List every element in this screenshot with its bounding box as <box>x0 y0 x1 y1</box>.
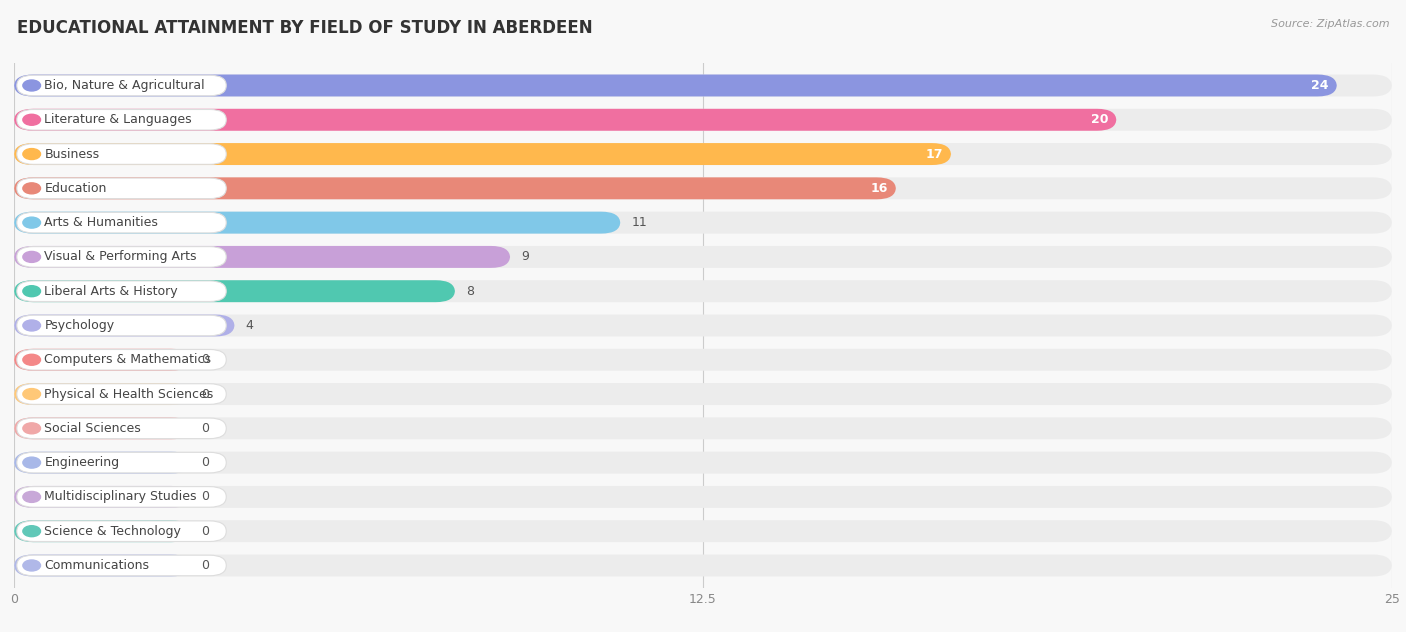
Text: Education: Education <box>45 182 107 195</box>
Text: Science & Technology: Science & Technology <box>45 525 181 538</box>
Text: 17: 17 <box>925 147 943 161</box>
Text: Communications: Communications <box>45 559 149 572</box>
FancyBboxPatch shape <box>17 384 226 404</box>
Text: Multidisciplinary Studies: Multidisciplinary Studies <box>45 490 197 504</box>
Text: Bio, Nature & Agricultural: Bio, Nature & Agricultural <box>45 79 205 92</box>
FancyBboxPatch shape <box>14 246 1392 268</box>
FancyBboxPatch shape <box>14 349 190 371</box>
FancyBboxPatch shape <box>14 554 190 576</box>
Text: Visual & Performing Arts: Visual & Performing Arts <box>45 250 197 264</box>
Circle shape <box>22 286 41 296</box>
FancyBboxPatch shape <box>17 143 226 164</box>
FancyBboxPatch shape <box>17 418 226 439</box>
Circle shape <box>22 114 41 125</box>
FancyBboxPatch shape <box>14 109 1392 131</box>
FancyBboxPatch shape <box>17 521 226 542</box>
FancyBboxPatch shape <box>14 417 190 439</box>
FancyBboxPatch shape <box>14 554 1392 576</box>
Text: Literature & Languages: Literature & Languages <box>45 113 193 126</box>
FancyBboxPatch shape <box>14 212 620 234</box>
FancyBboxPatch shape <box>14 417 1392 439</box>
FancyBboxPatch shape <box>14 75 1392 97</box>
Text: 8: 8 <box>465 284 474 298</box>
FancyBboxPatch shape <box>14 383 1392 405</box>
FancyBboxPatch shape <box>17 453 226 473</box>
FancyBboxPatch shape <box>14 315 235 336</box>
Text: 0: 0 <box>201 525 209 538</box>
Circle shape <box>22 423 41 434</box>
FancyBboxPatch shape <box>17 281 226 301</box>
Text: 0: 0 <box>201 456 209 469</box>
FancyBboxPatch shape <box>14 452 190 473</box>
FancyBboxPatch shape <box>14 143 950 165</box>
Circle shape <box>22 252 41 262</box>
FancyBboxPatch shape <box>17 487 226 507</box>
Text: Psychology: Psychology <box>45 319 114 332</box>
FancyBboxPatch shape <box>17 246 226 267</box>
Text: 16: 16 <box>870 182 887 195</box>
FancyBboxPatch shape <box>14 178 1392 199</box>
Text: Arts & Humanities: Arts & Humanities <box>45 216 159 229</box>
Text: 24: 24 <box>1310 79 1329 92</box>
Text: EDUCATIONAL ATTAINMENT BY FIELD OF STUDY IN ABERDEEN: EDUCATIONAL ATTAINMENT BY FIELD OF STUDY… <box>17 19 592 37</box>
Text: 0: 0 <box>201 490 209 504</box>
Text: 20: 20 <box>1091 113 1108 126</box>
Circle shape <box>22 457 41 468</box>
FancyBboxPatch shape <box>14 349 1392 371</box>
FancyBboxPatch shape <box>14 280 1392 302</box>
FancyBboxPatch shape <box>14 246 510 268</box>
FancyBboxPatch shape <box>14 383 190 405</box>
Text: Physical & Health Sciences: Physical & Health Sciences <box>45 387 214 401</box>
FancyBboxPatch shape <box>17 315 226 336</box>
FancyBboxPatch shape <box>14 315 1392 336</box>
Text: 9: 9 <box>522 250 529 264</box>
FancyBboxPatch shape <box>14 143 1392 165</box>
FancyBboxPatch shape <box>14 178 896 199</box>
FancyBboxPatch shape <box>14 280 456 302</box>
Circle shape <box>22 526 41 537</box>
FancyBboxPatch shape <box>17 75 226 96</box>
Text: Business: Business <box>45 147 100 161</box>
FancyBboxPatch shape <box>14 109 1116 131</box>
FancyBboxPatch shape <box>14 75 1337 97</box>
FancyBboxPatch shape <box>14 520 190 542</box>
Circle shape <box>22 560 41 571</box>
FancyBboxPatch shape <box>17 349 226 370</box>
Circle shape <box>22 149 41 159</box>
Circle shape <box>22 355 41 365</box>
FancyBboxPatch shape <box>17 178 226 198</box>
FancyBboxPatch shape <box>14 212 1392 234</box>
FancyBboxPatch shape <box>14 486 1392 508</box>
Text: 0: 0 <box>201 387 209 401</box>
Text: 11: 11 <box>631 216 647 229</box>
Circle shape <box>22 389 41 399</box>
Circle shape <box>22 492 41 502</box>
Text: Source: ZipAtlas.com: Source: ZipAtlas.com <box>1271 19 1389 29</box>
Circle shape <box>22 183 41 194</box>
Text: Computers & Mathematics: Computers & Mathematics <box>45 353 211 367</box>
Circle shape <box>22 320 41 331</box>
FancyBboxPatch shape <box>17 109 226 130</box>
Text: 0: 0 <box>201 353 209 367</box>
Text: Engineering: Engineering <box>45 456 120 469</box>
FancyBboxPatch shape <box>17 212 226 233</box>
Text: Liberal Arts & History: Liberal Arts & History <box>45 284 179 298</box>
Text: 4: 4 <box>246 319 253 332</box>
Circle shape <box>22 80 41 91</box>
FancyBboxPatch shape <box>14 520 1392 542</box>
Text: 0: 0 <box>201 422 209 435</box>
FancyBboxPatch shape <box>17 555 226 576</box>
Text: Social Sciences: Social Sciences <box>45 422 141 435</box>
Text: 0: 0 <box>201 559 209 572</box>
Circle shape <box>22 217 41 228</box>
FancyBboxPatch shape <box>14 452 1392 473</box>
FancyBboxPatch shape <box>14 486 190 508</box>
